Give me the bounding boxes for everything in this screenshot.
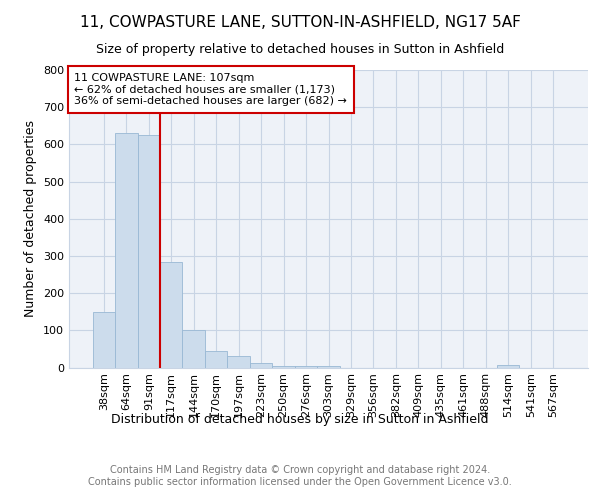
Bar bbox=[182, 330, 205, 368]
Y-axis label: Number of detached properties: Number of detached properties bbox=[25, 120, 37, 318]
Text: 11 COWPASTURE LANE: 107sqm
← 62% of detached houses are smaller (1,173)
36% of s: 11 COWPASTURE LANE: 107sqm ← 62% of deta… bbox=[74, 73, 347, 106]
Bar bbox=[115, 133, 137, 368]
Bar bbox=[92, 312, 115, 368]
Bar bbox=[137, 135, 160, 368]
Bar bbox=[317, 366, 340, 368]
Text: Distribution of detached houses by size in Sutton in Ashfield: Distribution of detached houses by size … bbox=[111, 412, 489, 426]
Bar bbox=[205, 351, 227, 368]
Bar bbox=[250, 363, 272, 368]
Bar bbox=[497, 364, 520, 368]
Bar bbox=[160, 262, 182, 368]
Bar bbox=[295, 366, 317, 368]
Text: Size of property relative to detached houses in Sutton in Ashfield: Size of property relative to detached ho… bbox=[96, 42, 504, 56]
Text: 11, COWPASTURE LANE, SUTTON-IN-ASHFIELD, NG17 5AF: 11, COWPASTURE LANE, SUTTON-IN-ASHFIELD,… bbox=[80, 15, 520, 30]
Bar bbox=[272, 366, 295, 368]
Bar bbox=[227, 356, 250, 368]
Text: Contains HM Land Registry data © Crown copyright and database right 2024.
Contai: Contains HM Land Registry data © Crown c… bbox=[88, 465, 512, 486]
